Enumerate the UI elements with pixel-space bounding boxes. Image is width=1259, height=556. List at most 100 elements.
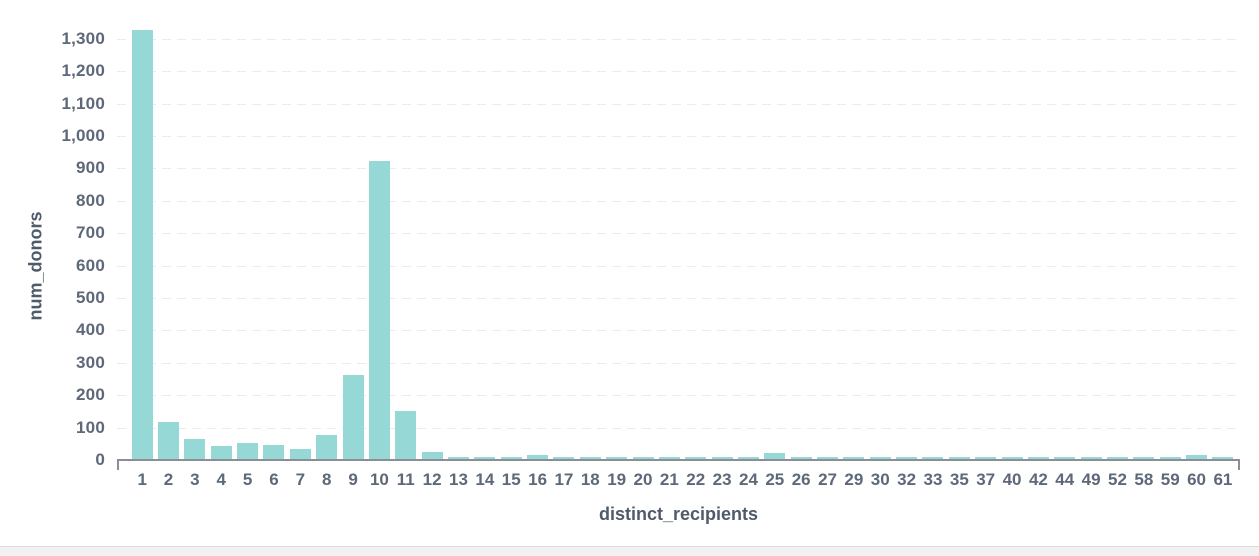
bar-slot (551, 27, 577, 459)
bar-30[interactable] (869, 457, 891, 459)
bar-slot (129, 27, 155, 459)
x-tick-label: 59 (1160, 470, 1180, 489)
bar-21[interactable] (658, 457, 680, 459)
bar-22[interactable] (685, 457, 707, 459)
bar-24[interactable] (737, 457, 759, 459)
bar-19[interactable] (606, 457, 628, 459)
x-tick-label: 24 (738, 470, 758, 489)
bar-20[interactable] (632, 457, 654, 459)
bar-27[interactable] (817, 457, 839, 459)
bar-10[interactable] (368, 160, 390, 459)
bar-slot (1025, 27, 1051, 459)
x-tick-label: 52 (1108, 470, 1127, 489)
bar-8[interactable] (316, 435, 338, 459)
bar-slot (656, 27, 682, 459)
x-tick-label: 37 (976, 470, 996, 489)
bar-12[interactable] (421, 451, 443, 459)
bar-60[interactable] (1186, 455, 1208, 459)
bar-slot (472, 27, 498, 459)
bar-6[interactable] (263, 445, 285, 459)
bar-5[interactable] (237, 443, 259, 459)
bar-29[interactable] (843, 457, 865, 459)
bar-33[interactable] (922, 457, 944, 459)
bar-4[interactable] (210, 445, 232, 459)
x-tick-label: 15 (501, 470, 521, 489)
bar-9[interactable] (342, 375, 364, 459)
bar-23[interactable] (711, 457, 733, 459)
x-tick-label: 26 (791, 470, 811, 489)
x-tick-label: 4 (216, 470, 226, 489)
bar-slot (762, 27, 788, 459)
x-tick-label: 58 (1134, 470, 1154, 489)
bar-slot (893, 27, 919, 459)
bar-32[interactable] (896, 457, 918, 459)
x-axis-title: distinct_recipients (598, 504, 759, 524)
bar-11[interactable] (395, 411, 417, 459)
bar-15[interactable] (500, 457, 522, 459)
bar-slot (314, 27, 340, 459)
x-tick-label: 22 (686, 470, 706, 489)
bar-slot (1157, 27, 1183, 459)
bar-1[interactable] (131, 29, 153, 459)
x-tick-label: 20 (633, 470, 653, 489)
bar-slot (155, 27, 181, 459)
bar-61[interactable] (1212, 457, 1234, 459)
x-tick-label: 61 (1213, 470, 1233, 489)
bar-slot (999, 27, 1025, 459)
bar-7[interactable] (289, 449, 311, 459)
gridline (117, 265, 1240, 267)
y-tick-label: 1,000 (61, 126, 105, 145)
bar-52[interactable] (1106, 457, 1128, 459)
bar-slot (603, 27, 629, 459)
bar-16[interactable] (527, 454, 549, 459)
bar-slot (630, 27, 656, 459)
bar-42[interactable] (1027, 457, 1049, 459)
bar-26[interactable] (790, 456, 812, 459)
bar-49[interactable] (1080, 457, 1102, 459)
bar-40[interactable] (1001, 457, 1023, 459)
x-tick-label: 42 (1028, 470, 1048, 489)
bar-13[interactable] (447, 456, 469, 459)
x-tick-label: 49 (1081, 470, 1101, 489)
bar-58[interactable] (1133, 457, 1155, 459)
x-axis-line (117, 459, 1240, 470)
bar-59[interactable] (1159, 457, 1181, 459)
bar-slot (1104, 27, 1130, 459)
x-tick-label: 14 (475, 470, 495, 489)
bar-slot (683, 27, 709, 459)
y-tick-label: 1,300 (61, 28, 105, 48)
x-tick-label: 21 (659, 470, 679, 489)
bar-44[interactable] (1054, 457, 1076, 459)
bar-35[interactable] (948, 457, 970, 459)
gridline (117, 330, 1240, 332)
x-tick-label: 16 (528, 470, 548, 489)
bar-slot (577, 27, 603, 459)
bar-17[interactable] (553, 457, 575, 459)
footer-strip (0, 546, 1259, 556)
bar-25[interactable] (764, 453, 786, 459)
bar-slot (1052, 27, 1078, 459)
x-tick-label: 27 (818, 470, 837, 489)
bar-18[interactable] (579, 457, 601, 459)
bar-3[interactable] (184, 438, 206, 459)
bar-slot (946, 27, 972, 459)
bar-2[interactable] (158, 422, 180, 459)
x-tick-label: 17 (554, 470, 574, 489)
bar-slot (973, 27, 999, 459)
bar-slot (287, 27, 313, 459)
x-tick-label: 11 (396, 470, 415, 489)
x-tick-label: 40 (1002, 470, 1022, 489)
y-tick-label: 400 (76, 320, 105, 340)
x-tick-label: 2 (163, 470, 174, 489)
x-tick-label: 10 (369, 470, 389, 489)
gridline (117, 200, 1240, 202)
bar-37[interactable] (975, 457, 997, 459)
x-tick-label: 44 (1055, 470, 1075, 489)
y-tick-label: 100 (76, 417, 105, 437)
gridline (117, 38, 1240, 40)
x-tick-label: 25 (765, 470, 785, 489)
gridline (117, 427, 1240, 429)
bar-14[interactable] (474, 457, 496, 459)
x-tick-label: 13 (449, 470, 468, 489)
